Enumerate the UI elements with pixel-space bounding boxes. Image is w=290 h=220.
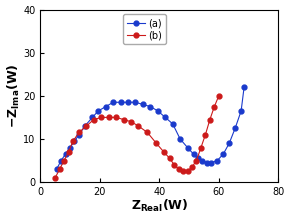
(a) [186,146,189,149]
(a) [178,138,182,140]
(b) [67,150,70,153]
(a) [64,153,67,155]
(b) [137,125,140,127]
(a) [141,103,145,106]
(a) [55,168,58,171]
(a) [104,105,108,108]
(b) [92,118,96,121]
Line: (b): (b) [53,94,221,180]
(b) [122,118,125,121]
(b) [173,163,176,166]
(b) [155,142,158,145]
(a) [97,110,100,112]
(b) [146,131,149,134]
Legend: (a), (b): (a), (b) [123,15,166,44]
(a) [119,101,122,104]
Line: (a): (a) [54,85,246,172]
(b) [208,118,212,121]
(b) [99,116,103,119]
(b) [62,159,66,162]
(a) [215,159,219,162]
(b) [53,176,57,179]
(a) [192,153,195,155]
(b) [186,170,189,173]
(a) [222,153,225,155]
(a) [210,161,213,164]
(a) [205,161,209,164]
(b) [115,116,118,119]
X-axis label: $\mathbf{Z}_{\mathbf{Real}}\mathbf{(W)}$: $\mathbf{Z}_{\mathbf{Real}}\mathbf{(W)}$ [130,198,188,214]
(a) [227,142,231,145]
(a) [156,110,160,112]
(a) [201,159,204,162]
(b) [190,166,194,168]
(b) [168,157,171,160]
(b) [129,120,133,123]
(a) [149,105,152,108]
(b) [217,95,221,97]
(a) [196,157,200,160]
(b) [199,146,203,149]
(a) [68,146,72,149]
(b) [204,133,207,136]
(a) [126,101,130,104]
(a) [111,101,115,104]
(b) [181,170,185,173]
(a) [134,101,137,104]
(b) [85,125,88,127]
(b) [77,131,81,134]
(b) [162,150,166,153]
(b) [195,159,198,162]
(a) [242,86,246,88]
(b) [107,116,110,119]
(b) [177,168,180,171]
(a) [77,133,81,136]
(a) [171,123,174,125]
(a) [90,116,94,119]
(b) [213,105,216,108]
(a) [59,159,63,162]
(b) [71,140,75,142]
(a) [164,116,167,119]
(b) [58,168,61,171]
(a) [233,127,237,130]
Y-axis label: $\mathbf{-Z}_{\mathbf{Ima}}\mathbf{(W)}$: $\mathbf{-Z}_{\mathbf{Ima}}\mathbf{(W)}$ [6,64,22,128]
(a) [73,140,76,142]
(a) [239,110,243,112]
(a) [83,125,87,127]
